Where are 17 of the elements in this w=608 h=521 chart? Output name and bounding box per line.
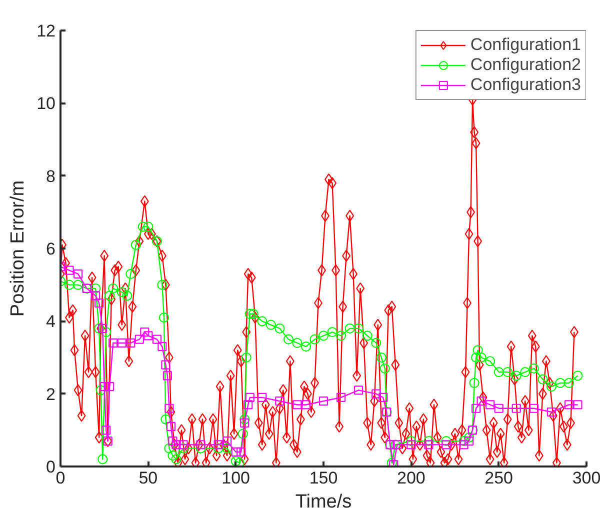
x-tick-label: 100 [222,468,250,488]
y-tick-label: 8 [46,166,56,186]
y-tick-label: 4 [46,312,56,332]
y-tick-label: 2 [46,384,56,404]
x-axis-title: Time/s [295,492,352,512]
y-tick-label: 12 [36,22,56,40]
y-tick-label: 10 [36,94,56,114]
y-axis-title: Position Error/m [8,180,29,317]
x-tick-label: 300 [572,468,601,488]
x-tick-label: 200 [396,468,426,488]
x-tick-label: 150 [309,468,338,488]
legend-label: Configuration1 [470,35,581,55]
legend-label: Configuration2 [470,55,581,75]
x-tick-label: 250 [484,468,514,488]
y-tick-label: 6 [46,240,56,258]
x-tick-label: 50 [138,468,158,488]
legend-label: Configuration3 [470,75,581,95]
